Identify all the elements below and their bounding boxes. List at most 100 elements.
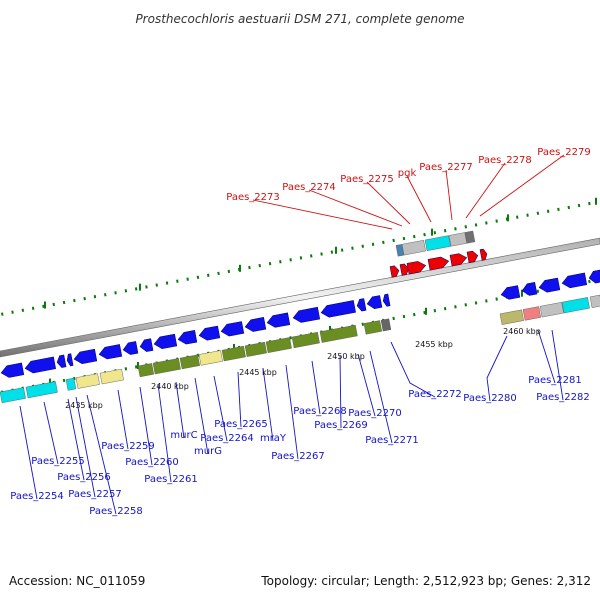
tick-mark [73,298,76,303]
tick-mark [207,273,210,277]
leader-line [67,398,85,481]
gene-label: Paes_2268 [293,406,347,417]
cog-color-box [65,377,77,391]
tick-mark [330,250,334,254]
tick-mark [93,295,97,299]
cog-color-box [561,297,590,314]
reverse-gene-arrow [98,344,123,360]
cog-color-box [448,232,467,247]
tick-mark [588,201,591,206]
reverse-gene-arrow [500,285,521,300]
leader-line [194,377,209,455]
forward-gene-arrow [399,263,410,276]
leader-line [339,355,342,429]
cog-color-box [363,320,382,335]
tick-mark [289,258,292,262]
gene-label: Paes_2279 [537,147,591,158]
tick-mark [474,301,478,305]
tick-mark [485,221,488,225]
cog-color-box [424,235,451,252]
leader-line [285,364,299,460]
leader-line [175,381,185,439]
scale-label: 2445 kbp [239,368,277,377]
leader-line [237,371,242,428]
map-title: Prosthecochloris aestuarii DSM 271, comp… [135,12,464,26]
tick-mark [248,265,251,270]
cog-color-box [244,341,267,357]
tick-mark [176,279,179,283]
tick-mark [145,285,148,289]
reverse-gene-arrow [366,295,383,309]
gene-label: murC [170,430,197,441]
tick-mark [392,238,395,243]
leader-line [252,199,393,230]
reverse-gene-arrow [320,300,356,318]
tick-mark [433,231,437,235]
scale-labels: 2435 kbp 2440 kbp 2445 kbp 2450 kbp 2455 kbp… [65,327,541,410]
reverse-gene-arrow [24,356,56,374]
tick-mark [31,306,35,310]
reverse-gene-arrow [177,330,198,345]
scale-label: 2440 kbp [151,382,189,391]
tick-mark [279,260,282,264]
tick-mark [454,227,457,231]
cog-color-box [499,309,524,325]
cog-color-box [25,381,58,399]
gene-label: Paes_2254 [10,491,64,502]
leader-line [551,329,564,401]
tick-mark [186,277,189,281]
gene-label: Paes_2269 [314,420,368,431]
tick-mark [310,254,313,258]
tick-mark [402,314,406,319]
gene-label: Paes_2260 [125,457,179,468]
tick-mark [227,269,231,274]
gene-label: Paes_2258 [89,506,143,517]
gene-label: Paes_2257 [68,489,122,500]
gene-label: Paes_2273 [226,192,280,203]
reverse-gene-arrow [73,348,98,365]
tick-mark [567,205,570,210]
tick-mark [413,312,416,317]
forward-gene-arrow [389,265,400,278]
scale-label: 2450 kbp [327,352,365,361]
tick-mark [62,300,66,305]
cog-color-box [221,345,246,362]
tick-mark [495,297,498,301]
tick-mark [382,240,385,245]
gene-label: Paes_2259 [101,441,155,452]
leader-line [486,335,508,402]
reverse-gene-arrow [0,362,25,378]
gene-label: mraY [260,433,287,444]
cog-color-box [198,350,223,366]
reverse-gene-arrow [153,333,178,349]
reverse-gene-arrow [244,317,267,332]
tick-mark [423,232,426,237]
reverse-gene-arrow [538,277,561,293]
gene-label: Paes_2265 [214,419,268,430]
gene-label: Paes_2281 [528,375,582,386]
tick-mark [42,304,45,309]
tick-mark [11,310,14,314]
leader-line [262,367,274,442]
genome-backbone [0,237,600,358]
tick-mark [433,309,437,313]
tick-mark [73,376,76,381]
leader-line [117,389,129,450]
forward-gene-arrow [479,248,488,261]
gene-label: Paes_2271 [365,435,419,446]
gene-label: Paes_2270 [348,408,402,419]
cog-color-box [522,306,541,321]
leader-line [465,162,506,219]
leader-line [479,154,565,217]
reverse-gene-arrow [56,354,67,368]
tick-mark [536,289,540,293]
tick-mark [114,291,117,295]
leader-line [369,350,393,444]
cog-color-box [380,318,392,332]
tick-mark [165,281,169,285]
tick-mark [21,308,25,312]
tick-mark [361,244,364,248]
tick-mark [299,256,303,260]
tick-mark [516,215,519,219]
